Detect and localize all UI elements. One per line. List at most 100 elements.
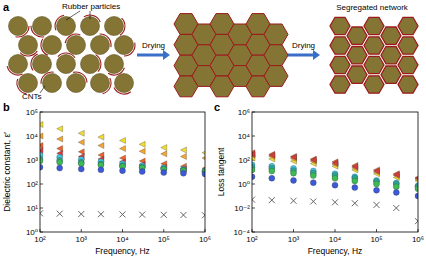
data-point <box>139 141 145 147</box>
data-point <box>310 156 316 162</box>
data-point <box>120 146 126 152</box>
pointer <box>40 86 45 93</box>
cnt <box>96 55 101 72</box>
data-point <box>40 164 43 170</box>
y-axis-label: Loss tangent <box>216 147 226 196</box>
y-axis-label: Dielectric constant, ε′ <box>2 132 12 212</box>
segregated-particle <box>330 56 350 73</box>
data-point <box>269 168 275 174</box>
cnt <box>41 72 54 84</box>
data-point <box>202 155 205 161</box>
cnt <box>16 26 30 37</box>
cnt <box>100 34 111 47</box>
segregated-particle <box>330 17 350 34</box>
rubber-particle <box>67 74 86 93</box>
y-tick <box>252 136 255 137</box>
data-point <box>374 187 380 193</box>
x-tick <box>293 229 294 232</box>
series <box>40 156 205 175</box>
data-point <box>98 211 104 217</box>
data-point <box>332 175 338 181</box>
segregated-particle <box>398 56 418 73</box>
arrow-head <box>163 50 170 60</box>
data-point <box>40 210 43 216</box>
plot-area <box>40 122 205 219</box>
data-point <box>415 193 418 199</box>
x-tick <box>122 229 123 232</box>
data-point <box>98 167 104 173</box>
y-tick-label: 10⁴ <box>238 132 251 141</box>
series <box>252 150 418 181</box>
segregated-particle <box>364 76 384 93</box>
panel-label: b <box>3 101 10 113</box>
pointer <box>90 11 91 19</box>
cnt <box>41 39 48 56</box>
rubber-particle <box>105 17 124 36</box>
y-tick <box>252 208 255 209</box>
rubber-particle <box>57 55 76 74</box>
data-point <box>202 171 205 177</box>
x-tick-label: 10³ <box>288 235 300 244</box>
data-point <box>57 211 63 217</box>
data-point <box>310 173 316 179</box>
data-point <box>78 161 84 167</box>
data-point <box>374 168 380 174</box>
y-tick-label: 10³ <box>26 156 38 165</box>
series <box>252 164 418 189</box>
data-point <box>332 160 338 166</box>
x-axis-label: Frequency, Hz <box>308 246 363 256</box>
chart-panel: b10²10³10⁴10⁵10⁶10⁰10¹10²10³10⁴10⁵Freque… <box>2 101 211 256</box>
data-point <box>40 133 43 139</box>
cnt-label: CNTs <box>22 92 42 101</box>
hexagon-particle <box>264 24 288 45</box>
data-point <box>98 134 104 140</box>
segregated-particle <box>364 17 384 34</box>
arrow-label: Drying <box>142 41 165 50</box>
y-tick-label: 10⁴ <box>26 132 39 141</box>
y-tick <box>40 208 43 209</box>
arrow-label: Drying <box>292 41 315 50</box>
rubber-particle <box>33 55 52 74</box>
rubber-particle <box>43 36 62 55</box>
rubber-particle <box>91 74 110 93</box>
data-point <box>180 153 186 159</box>
rubber-particle <box>57 17 76 36</box>
series <box>252 155 418 184</box>
rubber-particle <box>9 17 28 36</box>
cnt <box>31 54 38 71</box>
series <box>252 167 418 192</box>
x-tick <box>163 229 164 232</box>
segregated-particle <box>398 17 418 34</box>
series <box>40 158 205 175</box>
data-point <box>120 168 126 174</box>
pointer <box>66 11 80 20</box>
x-tick-label: 10⁴ <box>329 235 342 244</box>
result-label: Segregated network <box>336 3 409 12</box>
data-point <box>374 202 380 208</box>
cnt <box>58 53 75 58</box>
data-point <box>78 166 84 172</box>
data-point <box>139 148 145 154</box>
series <box>252 174 418 199</box>
data-point <box>57 159 63 165</box>
data-point <box>161 145 167 151</box>
x-tick-label: 10⁴ <box>116 235 129 244</box>
y-tick-label: 10¹ <box>26 204 38 213</box>
data-point <box>161 170 167 176</box>
data-point <box>352 164 358 170</box>
data-point <box>269 197 275 203</box>
data-point <box>78 211 84 217</box>
rubber-particle <box>81 17 100 36</box>
data-point <box>180 147 186 153</box>
arrow-head <box>313 50 320 60</box>
series <box>252 197 418 225</box>
data-point <box>269 152 275 158</box>
segregated-particle <box>381 66 401 83</box>
cnt <box>7 66 22 75</box>
arrow-shaft <box>287 54 314 57</box>
y-tick-label: 10² <box>26 180 38 189</box>
rubber-particle <box>67 36 86 55</box>
data-point <box>252 152 255 158</box>
y-tick-label: 10⁵ <box>26 108 38 117</box>
cnt <box>73 72 87 83</box>
